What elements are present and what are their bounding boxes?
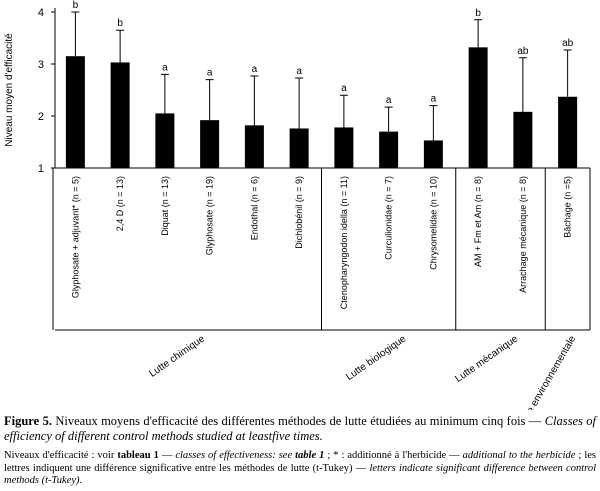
error-bar bbox=[116, 29, 125, 63]
note-segment: letters indicate significant difference … bbox=[4, 462, 596, 487]
error-bar bbox=[563, 49, 572, 97]
note-segment: classes of effectiveness: see bbox=[175, 450, 296, 461]
error-bar bbox=[250, 75, 259, 126]
x-tick-label: Dichlobénil (n = 9) bbox=[294, 176, 304, 249]
error-bar bbox=[205, 79, 214, 121]
error-bar bbox=[518, 57, 527, 112]
bar bbox=[110, 62, 130, 168]
error-bar bbox=[295, 77, 304, 129]
error-bar bbox=[429, 105, 438, 141]
note-segment: table 1 bbox=[295, 450, 325, 461]
bar bbox=[558, 96, 578, 168]
bar bbox=[334, 127, 354, 168]
x-tick-label: 2,4 D (n = 13) bbox=[115, 176, 125, 231]
bar bbox=[65, 56, 85, 169]
caption-translation: Classes of efficiency of different contr… bbox=[4, 414, 596, 443]
bar bbox=[200, 120, 220, 168]
bar bbox=[289, 128, 309, 168]
significance-letter: a bbox=[162, 62, 168, 73]
significance-letter: ab bbox=[517, 46, 529, 57]
bar bbox=[513, 111, 533, 168]
group-label: Lutte environnementale bbox=[516, 334, 578, 410]
x-tick-label: Endothal (n = 6) bbox=[249, 176, 259, 240]
significance-letter: b bbox=[117, 18, 123, 29]
x-tick-label: Arrachage mécanique (n = 8) bbox=[518, 176, 528, 293]
significance-letter: ab bbox=[562, 38, 574, 49]
caption: Figure 5. Niveaux moyens d'efficacité de… bbox=[4, 414, 596, 444]
note-segment: ; * : additionné à l'herbicide — bbox=[324, 450, 463, 461]
x-tick-label: Chrysomelidae (n = 10) bbox=[428, 176, 438, 270]
caption-text: Niveaux moyens d'efficacité des différen… bbox=[55, 414, 542, 428]
y-tick-label: 2 bbox=[38, 111, 44, 123]
note-segment: . bbox=[79, 475, 83, 486]
error-bar bbox=[474, 19, 483, 48]
note: Niveaux d'efficacité : voir tableau 1 — … bbox=[4, 450, 596, 488]
bar bbox=[423, 140, 443, 168]
significance-letter: a bbox=[341, 83, 347, 94]
error-bar bbox=[160, 73, 169, 114]
error-bar bbox=[384, 106, 393, 132]
note-segment: ; les lettres indiquent une différence s… bbox=[4, 450, 596, 474]
bar bbox=[155, 113, 175, 168]
note-segment: Niveaux d'efficacité : voir bbox=[4, 450, 118, 461]
y-tick-label: 1 bbox=[38, 163, 44, 175]
x-tick-label: Glyphosate (n = 19) bbox=[205, 176, 215, 255]
bar bbox=[379, 131, 399, 168]
x-tick-label: Bâchage (n =5) bbox=[563, 176, 573, 238]
bar bbox=[244, 125, 264, 168]
significance-letter: a bbox=[296, 66, 302, 77]
significance-letter: a bbox=[431, 94, 437, 105]
y-tick-label: 3 bbox=[38, 59, 44, 71]
note-segment: tableau 1 bbox=[117, 450, 159, 461]
group-label: Lutte chimique bbox=[147, 333, 207, 380]
x-tick-label: Diquat (n = 13) bbox=[160, 176, 170, 236]
note-segment: additional to the herbicide bbox=[462, 450, 576, 461]
group-label: Lutte biologique bbox=[344, 333, 409, 383]
significance-letter: b bbox=[73, 0, 79, 11]
y-axis-label: Niveau moyen d'efficacité bbox=[4, 33, 15, 147]
note-segment: — bbox=[158, 450, 176, 461]
caption-label: Figure 5. bbox=[4, 414, 52, 428]
chart: Niveau moyen d'efficacité 1 2 3 4 Glyphosate… bbox=[4, 0, 591, 410]
significance-letter: a bbox=[207, 68, 213, 79]
group-label: Lutte mécanique bbox=[453, 333, 520, 385]
error-bar bbox=[71, 11, 80, 57]
x-tick-label: Curculionidae (n = 7) bbox=[384, 176, 394, 260]
significance-letter: a bbox=[252, 64, 258, 75]
x-tick-label: Ctenopharyngodon idella (n = 11) bbox=[339, 176, 349, 309]
significance-letter: a bbox=[386, 95, 392, 106]
error-bar bbox=[339, 94, 348, 128]
bar bbox=[468, 47, 488, 168]
significance-letter: b bbox=[475, 8, 481, 19]
x-tick-label: AM + Fm et Am (n = 8) bbox=[473, 176, 483, 267]
x-tick-label: Glyphosate + adjuvant* (n = 5) bbox=[70, 176, 80, 298]
y-tick-label: 4 bbox=[38, 7, 44, 19]
